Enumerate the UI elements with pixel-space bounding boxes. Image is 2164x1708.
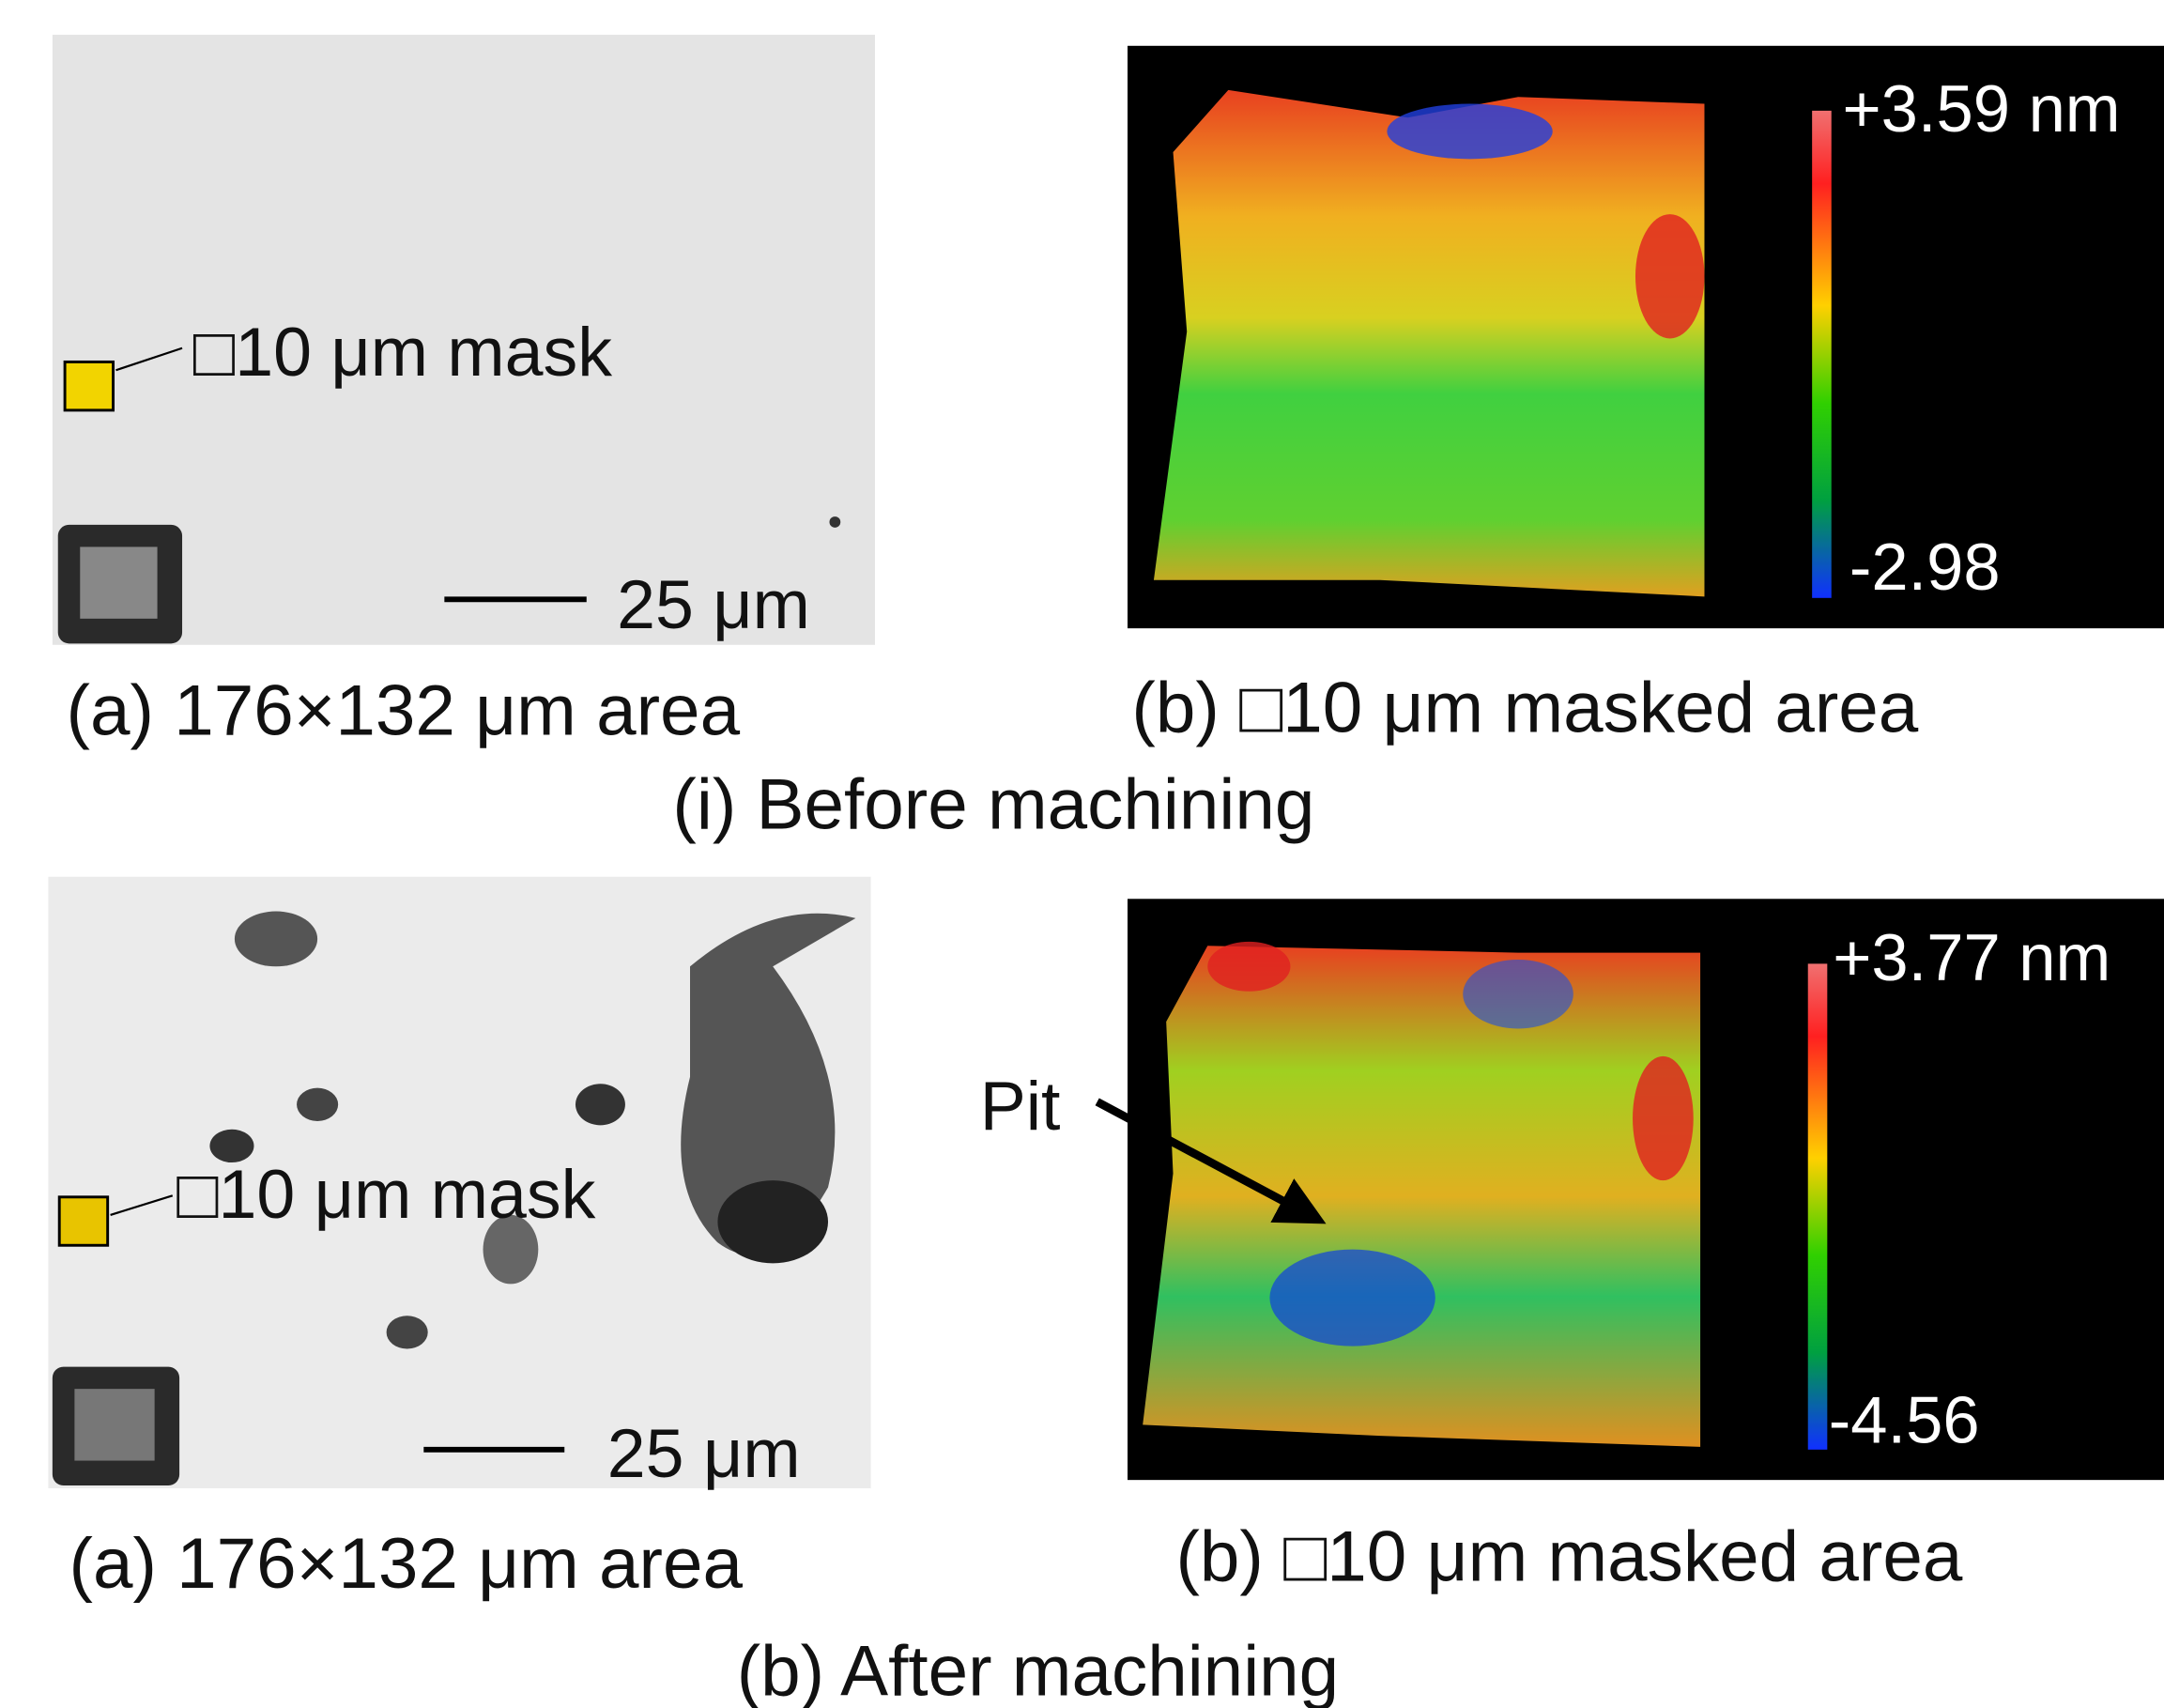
surface-before: +3.59 nm -2.98	[1128, 46, 2164, 628]
caption: (b) □10 μm masked area	[1131, 668, 1918, 747]
caption: (b) □10 μm masked area	[1175, 1516, 1962, 1596]
colorbar-max: +3.59 nm	[1842, 71, 2120, 146]
mask-label: □10 μm mask	[193, 313, 612, 391]
row-title: (i) Before machining	[672, 764, 1314, 844]
caption: (a) 176×132 μm area	[67, 670, 741, 750]
scale-label: 25 μm	[607, 1414, 801, 1492]
pit-label: Pit	[980, 1067, 1061, 1145]
row-title: (b) After machining	[737, 1631, 1340, 1708]
surface-after: +3.77 nm -4.56	[1097, 899, 2164, 1480]
colorbar-min: -4.56	[1829, 1382, 1980, 1456]
colorbar-min: -2.98	[1849, 530, 2001, 604]
figure: □10 μm mask 25 μm +3.59 nm -2.98 (a) 176…	[0, 0, 2164, 1708]
micrograph-before: □10 μm mask 25 μm	[53, 35, 875, 645]
scale-label: 25 μm	[617, 565, 810, 643]
caption: (a) 176×132 μm area	[69, 1524, 744, 1604]
mask-label: □10 μm mask	[176, 1155, 595, 1233]
micrograph-after: □10 μm mask 25 μm	[48, 877, 870, 1492]
colorbar-max: +3.77 nm	[1833, 920, 2110, 994]
